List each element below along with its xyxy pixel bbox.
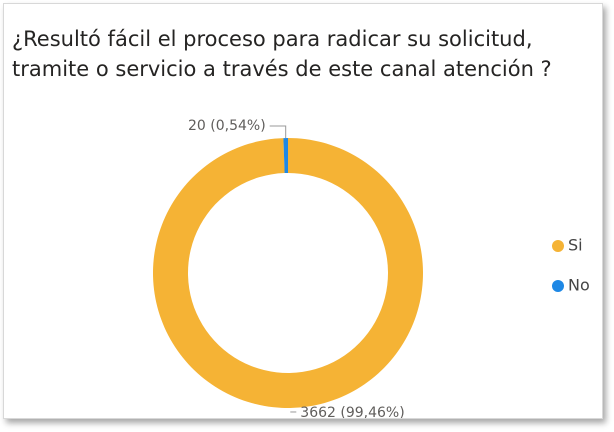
- legend-marker: [552, 240, 564, 252]
- donut-slice: [283, 138, 288, 174]
- leader-line: [269, 125, 287, 139]
- legend-label: Si: [568, 236, 583, 255]
- legend-label: No: [568, 276, 590, 295]
- data-label: 3662 (99,46%): [300, 405, 404, 418]
- donut-slice: [153, 138, 423, 408]
- chart: 3662 (99,46%) 20 (0,54%) Si No: [153, 118, 590, 418]
- data-label: 20 (0,54%): [188, 118, 266, 134]
- chart-title: ¿Resultó fácil el proceso para radicar s…: [12, 27, 552, 81]
- visual-card: ¿Resultó fácil el proceso para radicar s…: [3, 3, 603, 419]
- legend-marker: [552, 280, 564, 292]
